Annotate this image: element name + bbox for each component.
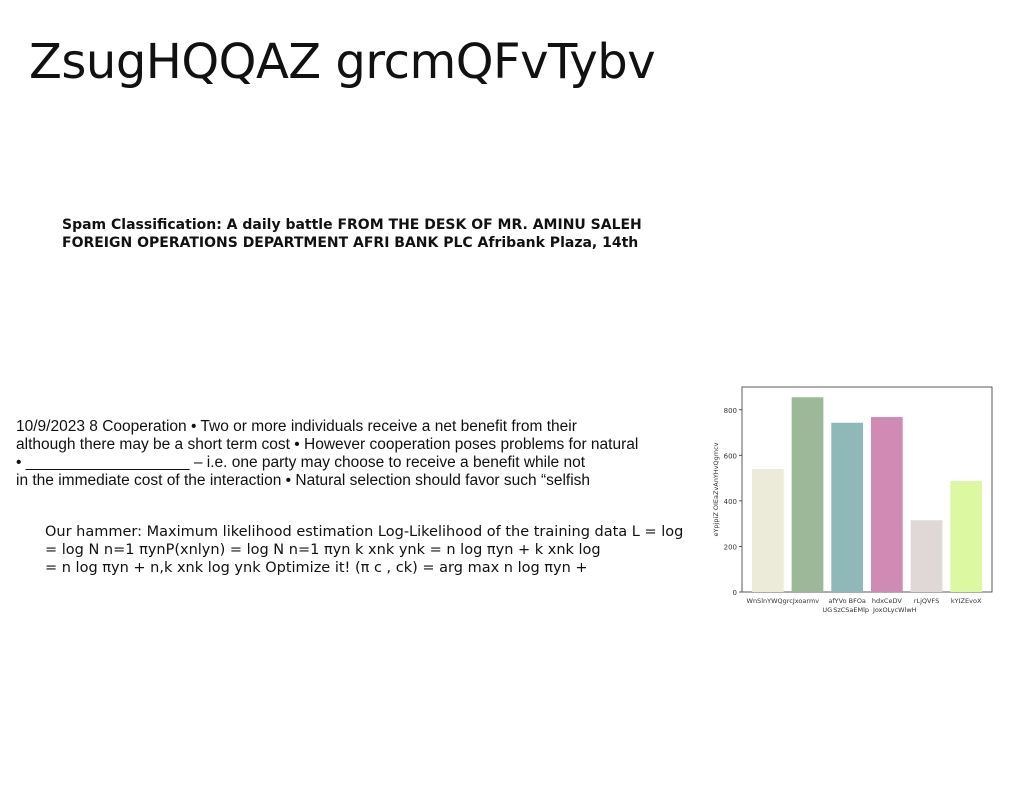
cooperation-line: 10/9/2023 8 Cooperation • Two or more in… bbox=[16, 418, 577, 435]
cooperation-line: although there may be a short term cost … bbox=[16, 436, 639, 453]
bar bbox=[910, 520, 943, 592]
spam-line: FOREIGN OPERATIONS DEPARTMENT AFRI BANK … bbox=[62, 235, 639, 251]
bar-chart: 0 200 400 600 800 eYpjpiZ OIEaZvAnYHvQgmcv WnS… bbox=[706, 380, 1006, 620]
bar bbox=[831, 422, 864, 592]
y-tick-label: 600 bbox=[724, 452, 737, 460]
mle-line: = log N n=1 πynP(xnlyn) = log N n=1 πyn … bbox=[45, 542, 601, 558]
x-tick-label: kYIZEvoX bbox=[951, 597, 982, 605]
bar bbox=[791, 397, 824, 592]
x-tick-label: UG bbox=[822, 606, 832, 614]
cooperation-line: • ___________________ – i.e. one party m… bbox=[16, 454, 585, 471]
mle-text: Our hammer: Maximum likelihood estimatio… bbox=[45, 523, 695, 577]
y-tick-label: 0 bbox=[733, 589, 737, 597]
spam-classification-text: Spam Classification: A daily battle FROM… bbox=[62, 216, 662, 252]
x-tick-label: WnSlnYWQgrcJxoarmv bbox=[747, 597, 820, 605]
bar bbox=[870, 417, 903, 592]
x-tick-label: afYVo BFOa bbox=[828, 597, 866, 605]
x-tick-label: SzCSaEMlp bbox=[833, 606, 869, 614]
x-tick-label: hdxCeDV bbox=[872, 597, 903, 605]
y-tick-label: 200 bbox=[724, 543, 737, 551]
plot-frame bbox=[741, 386, 993, 593]
y-axis-label: eYpjpiZ OIEaZvAnYHvQgmcv bbox=[712, 442, 720, 536]
x-tick-label: JoxOLycWlwH bbox=[872, 606, 917, 614]
y-tick-label: 800 bbox=[724, 407, 737, 415]
mle-line: = n log πyn + n,k xnk log ynk Optimize i… bbox=[45, 560, 588, 576]
mle-line: Our hammer: Maximum likelihood estimatio… bbox=[45, 524, 684, 540]
bar bbox=[950, 481, 983, 592]
slide-title: ZsugHQQAZ grcmQFvTybv bbox=[29, 34, 656, 90]
bar-chart-svg: 0 200 400 600 800 eYpjpiZ OIEaZvAnYHvQgmcv WnS… bbox=[712, 386, 993, 614]
y-tick-label: 400 bbox=[724, 498, 737, 506]
x-tick-label: rLjQVFS bbox=[914, 597, 939, 605]
cooperation-line: in the immediate cost of the interaction… bbox=[16, 472, 591, 489]
cooperation-text: 10/9/2023 8 Cooperation • Two or more in… bbox=[16, 418, 676, 490]
spam-line: Spam Classification: A daily battle FROM… bbox=[62, 217, 642, 233]
bar bbox=[751, 469, 784, 592]
